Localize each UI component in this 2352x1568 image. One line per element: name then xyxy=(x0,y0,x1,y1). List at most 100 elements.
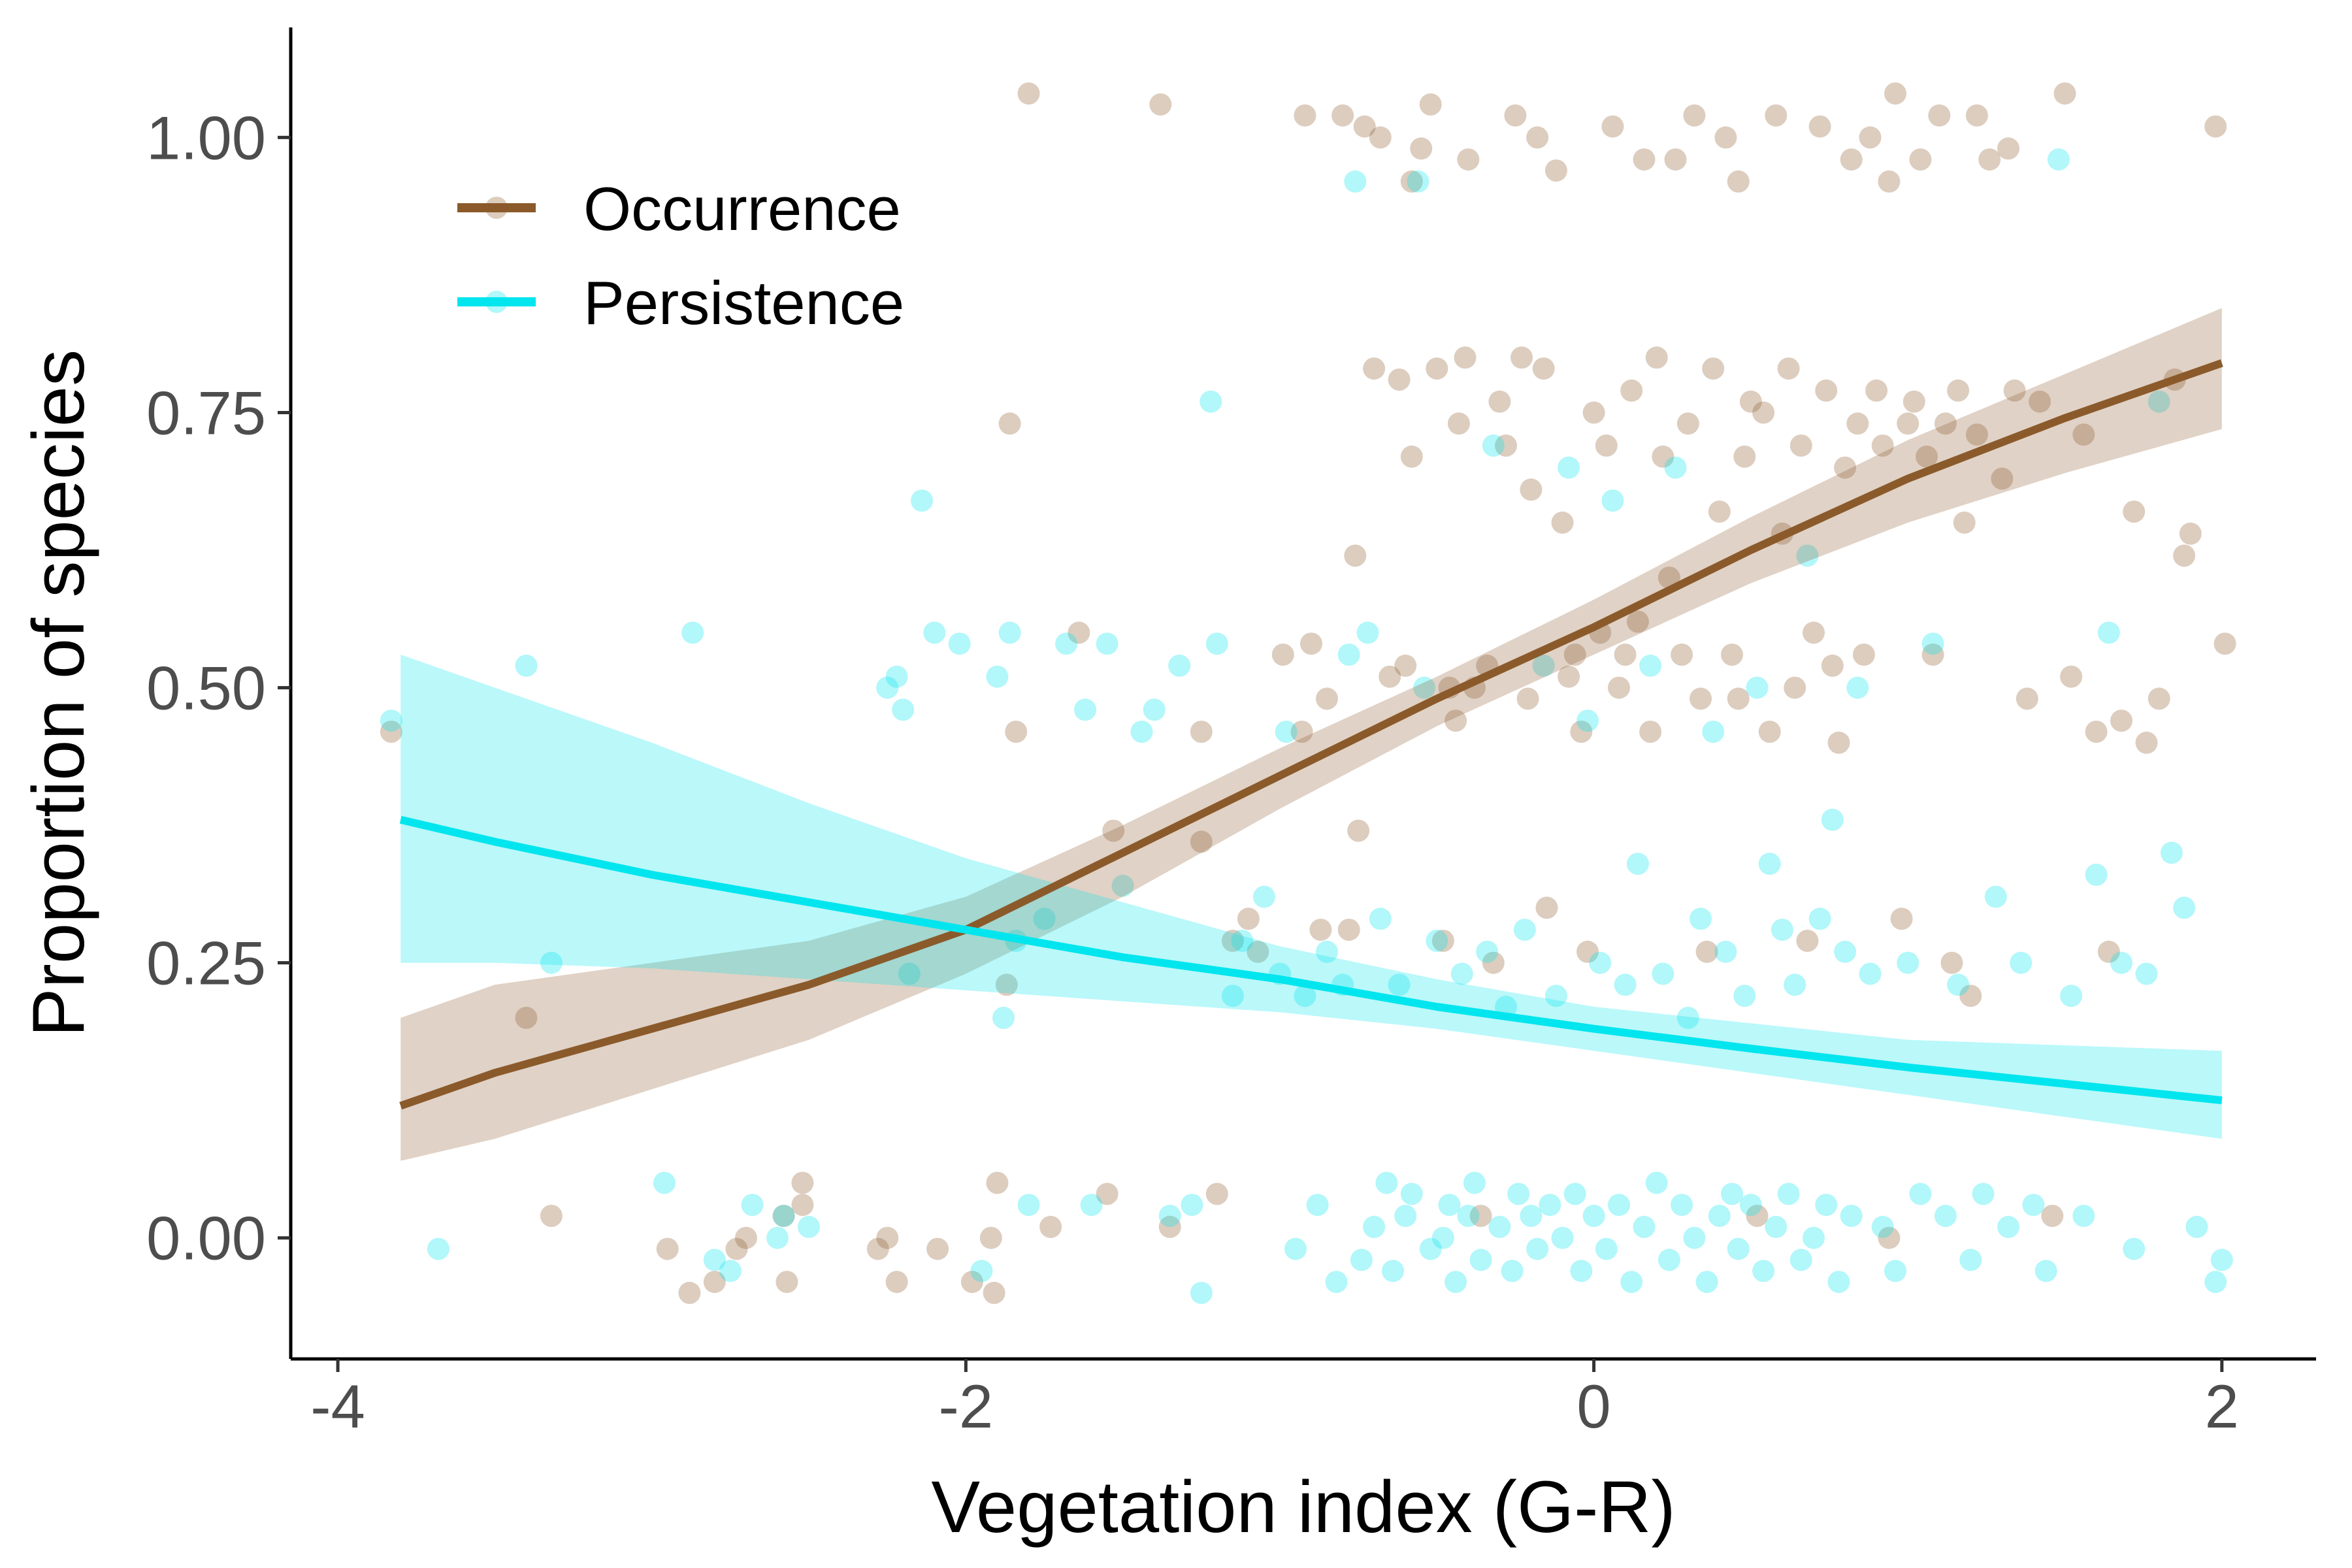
data-point xyxy=(1344,544,1367,567)
data-point xyxy=(1526,1237,1549,1260)
data-point xyxy=(2041,1205,2064,1227)
data-point xyxy=(1878,1226,1901,1249)
legend-label-occurrence: Occurrence xyxy=(583,174,901,243)
data-point xyxy=(1965,104,1988,127)
data-point xyxy=(983,1281,1005,1304)
data-point xyxy=(1400,445,1423,468)
x-tick-label: -2 xyxy=(939,1372,994,1441)
data-point xyxy=(2034,1260,2057,1282)
data-point xyxy=(1897,412,1919,435)
fit-line-persistence xyxy=(399,815,2223,1105)
data-point xyxy=(1316,940,1338,963)
data-point xyxy=(1733,445,1756,468)
data-point xyxy=(1796,544,1819,567)
data-point xyxy=(1363,1215,1386,1238)
data-point xyxy=(1997,137,2019,160)
data-point xyxy=(1808,115,1831,138)
data-point xyxy=(998,412,1021,435)
data-point xyxy=(1544,985,1567,1007)
y-tick-label: 0.50 xyxy=(146,654,266,723)
data-point xyxy=(1614,973,1637,996)
data-point xyxy=(1410,137,1433,160)
data-point xyxy=(1563,644,1586,666)
data-point xyxy=(1683,104,1706,127)
data-point xyxy=(1576,710,1599,732)
data-point xyxy=(876,676,899,699)
data-point xyxy=(1664,456,1687,479)
data-point xyxy=(1419,93,1442,116)
data-point xyxy=(2110,951,2132,974)
data-point xyxy=(1878,170,1901,193)
data-point xyxy=(2173,544,2196,567)
data-point xyxy=(1884,82,1906,105)
data-point xyxy=(1758,853,1781,875)
data-point xyxy=(2085,863,2108,886)
data-point xyxy=(1363,357,1386,380)
data-point xyxy=(1379,665,1401,688)
data-point xyxy=(892,698,915,721)
data-point xyxy=(2204,1271,2227,1294)
data-point xyxy=(2204,115,2227,138)
y-tick-label: 0.25 xyxy=(146,929,266,998)
data-point xyxy=(1080,1194,1103,1217)
data-point xyxy=(1796,930,1819,952)
data-point xyxy=(1469,1205,1492,1227)
data-point xyxy=(1294,104,1316,127)
data-point xyxy=(1690,687,1712,710)
data-point xyxy=(1714,126,1737,149)
data-point xyxy=(1614,644,1637,666)
data-point xyxy=(2148,687,2170,710)
data-point xyxy=(2179,522,2202,545)
data-point xyxy=(1221,985,1244,1007)
data-point xyxy=(1347,819,1370,842)
data-point xyxy=(1476,940,1499,963)
data-point xyxy=(2213,632,2236,655)
data-point xyxy=(1231,930,1254,952)
data-point xyxy=(1652,962,1674,985)
data-point xyxy=(703,1271,726,1294)
data-point xyxy=(1909,1183,1932,1205)
data-point xyxy=(1181,1194,1203,1217)
data-point xyxy=(2135,731,2158,754)
data-point xyxy=(1746,676,1769,699)
data-point xyxy=(1871,434,1894,457)
data-point xyxy=(1671,1194,1693,1217)
data-point xyxy=(766,1226,789,1249)
data-point xyxy=(1671,644,1693,666)
data-point xyxy=(1972,1183,1995,1205)
data-point xyxy=(1897,951,1919,974)
data-point xyxy=(1394,1205,1417,1227)
data-point xyxy=(1852,644,1875,666)
data-point xyxy=(1369,126,1392,149)
data-point xyxy=(1055,632,1078,655)
data-point xyxy=(1608,1194,1630,1217)
data-point xyxy=(725,1237,748,1260)
data-point xyxy=(1947,973,1970,996)
y-tick-label: 0.00 xyxy=(146,1204,266,1273)
data-point xyxy=(1601,115,1624,138)
data-point xyxy=(1633,148,1656,171)
data-point xyxy=(2072,1205,2095,1227)
data-point xyxy=(2123,500,2146,523)
data-point xyxy=(1940,951,1963,974)
data-point xyxy=(1388,973,1411,996)
data-point xyxy=(1457,1205,1480,1227)
fit-line-occurrence xyxy=(399,359,2223,1110)
data-point xyxy=(1727,1237,1750,1260)
points-occurrence xyxy=(380,82,2236,1304)
legend-key-point-persistence xyxy=(485,291,508,313)
x-tick-label: -4 xyxy=(310,1372,365,1441)
data-point xyxy=(1271,644,1294,666)
data-point xyxy=(1834,456,1857,479)
data-point xyxy=(1102,819,1125,842)
data-point xyxy=(1400,1183,1423,1205)
data-point xyxy=(1771,919,1793,941)
legend: Occurrence Persistence xyxy=(457,174,904,337)
data-point xyxy=(1447,412,1470,435)
data-point xyxy=(1331,104,1354,127)
data-point xyxy=(1495,434,1517,457)
data-point xyxy=(979,1226,1002,1249)
data-point xyxy=(1595,1237,1618,1260)
data-point xyxy=(1074,698,1096,721)
points-persistence xyxy=(380,148,2233,1304)
